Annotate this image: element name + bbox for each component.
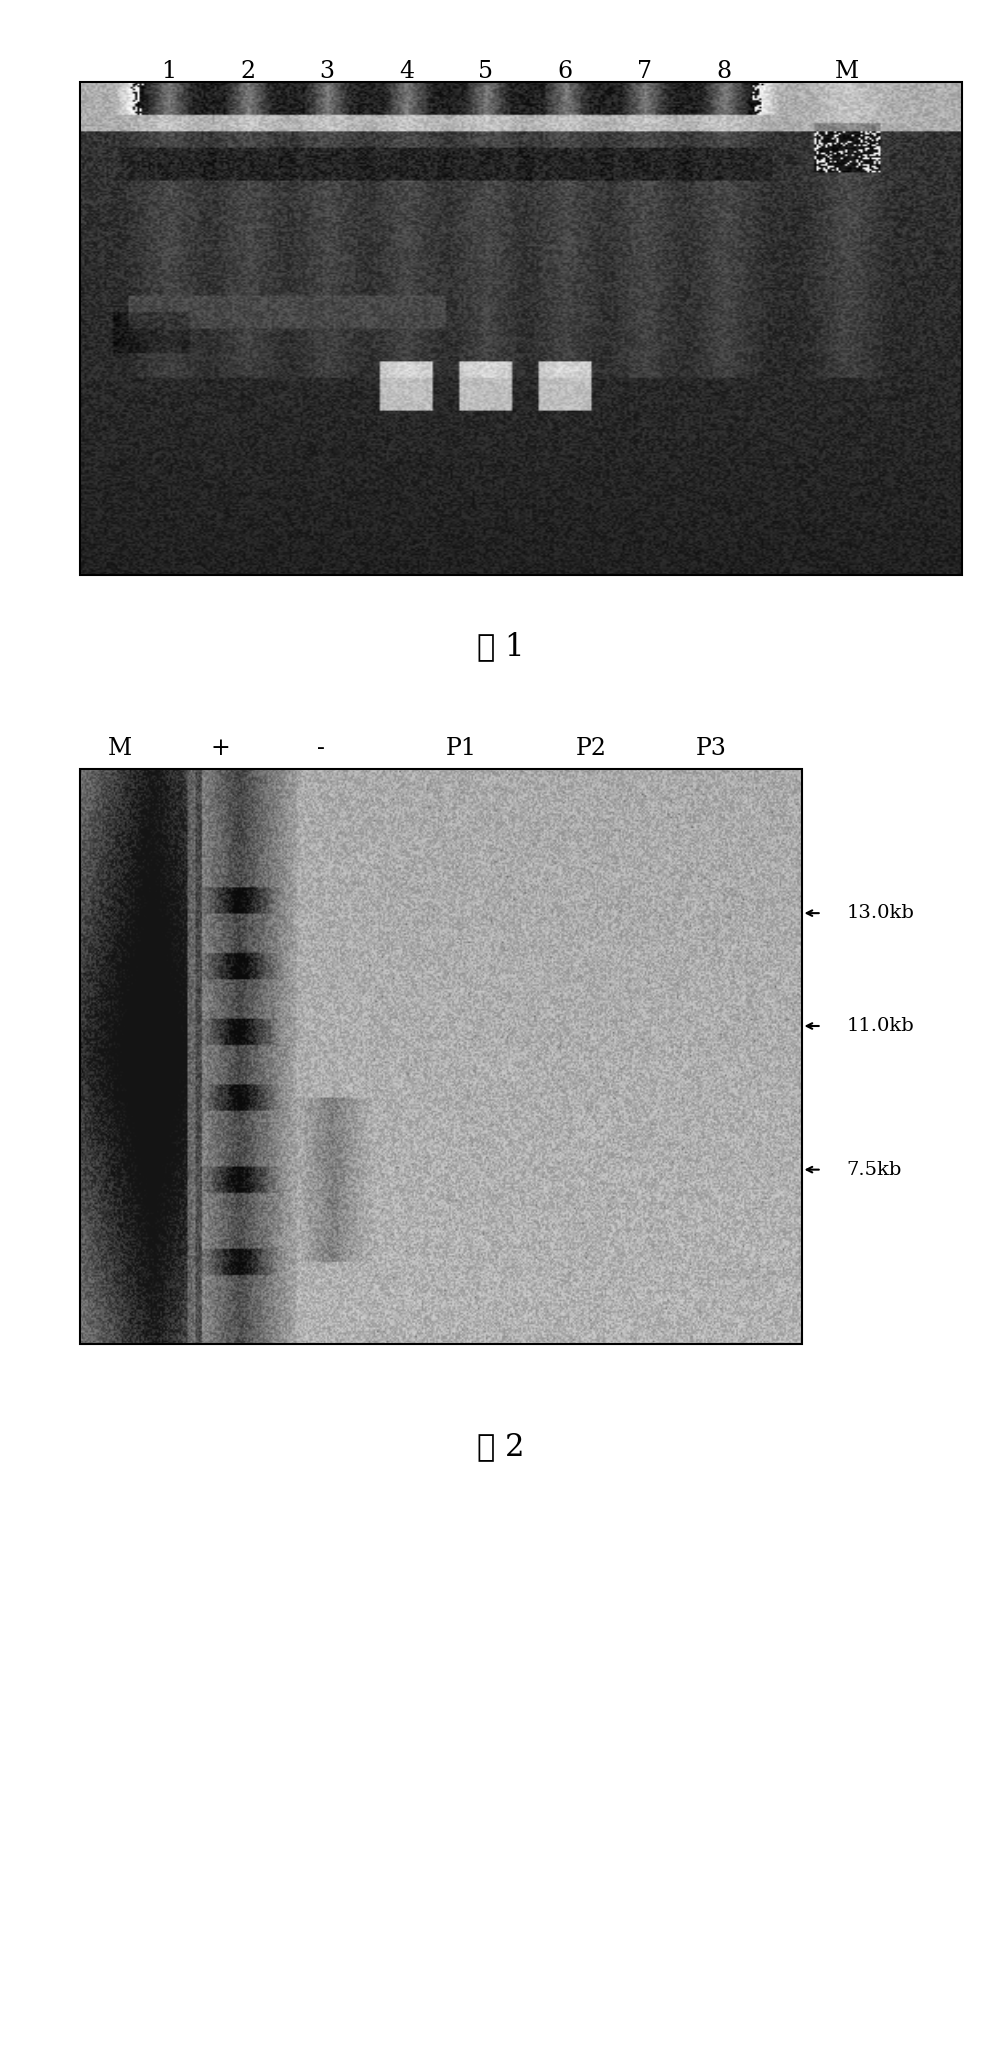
Text: 2: 2 bbox=[240, 60, 256, 84]
Text: 7: 7 bbox=[637, 60, 652, 84]
Bar bbox=[80, 770, 802, 1344]
Bar bbox=[80, 82, 962, 575]
Text: 图 2: 图 2 bbox=[477, 1430, 525, 1463]
Text: 11.0kb: 11.0kb bbox=[847, 1018, 915, 1034]
Text: 1: 1 bbox=[160, 60, 176, 84]
Text: 4: 4 bbox=[399, 60, 414, 84]
Text: M: M bbox=[835, 60, 860, 84]
Text: 13.0kb: 13.0kb bbox=[847, 905, 915, 921]
Text: 8: 8 bbox=[716, 60, 731, 84]
Text: M: M bbox=[108, 737, 132, 761]
Text: 3: 3 bbox=[320, 60, 335, 84]
Text: +: + bbox=[210, 737, 230, 761]
Text: P1: P1 bbox=[446, 737, 476, 761]
Text: P3: P3 bbox=[696, 737, 726, 761]
Text: -: - bbox=[317, 737, 325, 761]
Text: 6: 6 bbox=[557, 60, 573, 84]
Text: 7.5kb: 7.5kb bbox=[847, 1161, 902, 1178]
Text: 图 1: 图 1 bbox=[477, 630, 525, 663]
Text: 5: 5 bbox=[478, 60, 493, 84]
Text: P2: P2 bbox=[576, 737, 606, 761]
